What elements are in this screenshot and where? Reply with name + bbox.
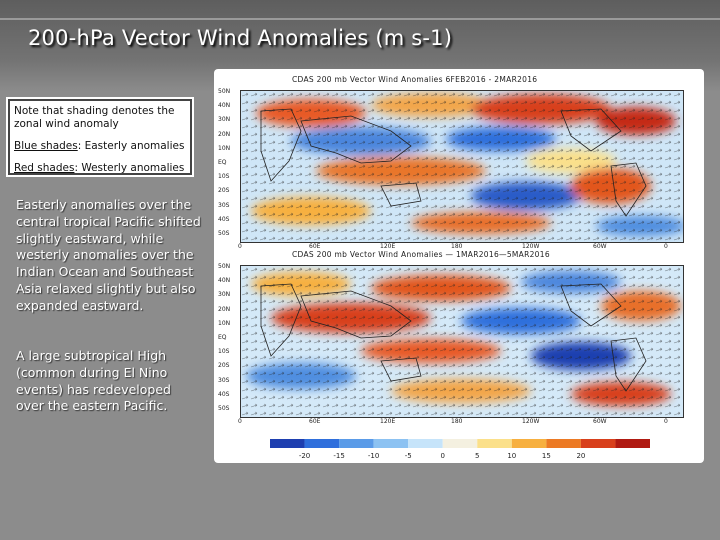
lat-label: 30S bbox=[218, 376, 230, 384]
colorbar-cell bbox=[373, 439, 409, 448]
lat-label: 20S bbox=[218, 362, 230, 370]
lat-label: EQ bbox=[218, 334, 227, 341]
title-divider bbox=[0, 18, 720, 20]
colorbar-cell bbox=[477, 439, 512, 448]
lat-label: 10S bbox=[218, 348, 230, 356]
slide-title: 200-hPa Vector Wind Anomalies (m s-1) bbox=[28, 26, 453, 50]
lat-label: 30N bbox=[218, 116, 231, 124]
lon-label: 120E bbox=[380, 418, 396, 425]
note-intro: Note that shading denotes the zonal wind… bbox=[14, 105, 175, 130]
lon-label: 0 bbox=[238, 418, 242, 425]
colorbar: -20 -15 -10 -5 0 5 10 15 20 bbox=[270, 439, 650, 460]
map1-header: CDAS 200 mb Vector Wind Anomalies 6FEB20… bbox=[292, 75, 538, 84]
map-period-2 bbox=[240, 265, 684, 418]
colorbar-tick-label: -5 bbox=[405, 452, 412, 460]
lon-label: 60E bbox=[309, 243, 321, 250]
colorbar-tick-label: 15 bbox=[542, 452, 551, 460]
lat-label: 50N bbox=[218, 88, 231, 95]
lat-label: 40S bbox=[218, 390, 230, 398]
lon-label: 120W bbox=[522, 418, 540, 425]
colorbar-tick-label: 0 bbox=[440, 452, 444, 460]
red-shades-label: Red shades bbox=[14, 162, 75, 174]
colorbar-tick-label: 5 bbox=[475, 452, 479, 460]
lat-label: 20N bbox=[218, 130, 231, 138]
lon-label: 180 bbox=[451, 243, 463, 250]
lon-label: 180 bbox=[451, 418, 463, 425]
lat-label: 50S bbox=[218, 230, 230, 237]
description-paragraph-1: Easterly anomalies over the central trop… bbox=[16, 197, 201, 313]
colorbar-cell bbox=[442, 439, 478, 448]
colorbar-cell bbox=[270, 439, 305, 448]
map1-svg bbox=[241, 91, 683, 242]
lat-label: 10S bbox=[218, 173, 230, 181]
lon-label: 0 bbox=[238, 243, 242, 250]
colorbar-cell bbox=[615, 439, 650, 448]
map2-header: CDAS 200 mb Vector Wind Anomalies — 1MAR… bbox=[292, 250, 550, 259]
lat-label: 50N bbox=[218, 263, 231, 270]
lat-label: 40S bbox=[218, 215, 230, 223]
colorbar-tick-label: 20 bbox=[576, 452, 585, 460]
lat-label: 10N bbox=[218, 319, 231, 327]
colorbar-cell bbox=[304, 439, 340, 448]
lon-label: 120W bbox=[522, 243, 540, 250]
note-blue: Blue shades: Easterly anomalies bbox=[14, 140, 186, 153]
blue-shades-label: Blue shades bbox=[14, 140, 78, 152]
colorbar-tick-label: -10 bbox=[368, 452, 379, 460]
lat-label: 10N bbox=[218, 144, 231, 152]
lat-label: 20S bbox=[218, 187, 230, 195]
lon-label: 120E bbox=[380, 243, 396, 250]
description-paragraph-2: A large subtropical High (common during … bbox=[16, 348, 171, 414]
lat-label: 30S bbox=[218, 201, 230, 209]
lon-label: 0 bbox=[664, 418, 668, 425]
map2-svg bbox=[241, 266, 683, 417]
colorbar-cell bbox=[580, 439, 616, 448]
lat-label: 40N bbox=[218, 277, 231, 285]
lat-label: 30N bbox=[218, 291, 231, 299]
colorbar-tick-label: -20 bbox=[299, 452, 310, 460]
lon-label: 60W bbox=[593, 243, 607, 250]
lon-label: 60W bbox=[593, 418, 607, 425]
wind-anomaly-figure: CDAS 200 mb Vector Wind Anomalies 6FEB20… bbox=[214, 69, 704, 463]
lat-label: EQ bbox=[218, 159, 227, 166]
lat-label: 40N bbox=[218, 102, 231, 110]
red-shades-text: : Westerly anomalies bbox=[74, 162, 185, 174]
lat-label: 50S bbox=[218, 405, 230, 412]
lat-label: 20N bbox=[218, 305, 231, 313]
lon-label: 0 bbox=[664, 243, 668, 250]
colorbar-cell bbox=[511, 439, 547, 448]
colorbar-cell bbox=[408, 439, 443, 448]
map-period-1 bbox=[240, 90, 684, 243]
note-red: Red shades: Westerly anomalies bbox=[14, 162, 186, 175]
legend-note-box: Note that shading denotes the zonal wind… bbox=[6, 97, 194, 177]
colorbar-cell bbox=[339, 439, 374, 448]
colorbar-tick-label: -15 bbox=[333, 452, 344, 460]
colorbar-tick-label: 10 bbox=[507, 452, 516, 460]
colorbar-cell bbox=[546, 439, 581, 448]
blue-shades-text: : Easterly anomalies bbox=[77, 140, 185, 152]
lon-label: 60E bbox=[309, 418, 321, 425]
